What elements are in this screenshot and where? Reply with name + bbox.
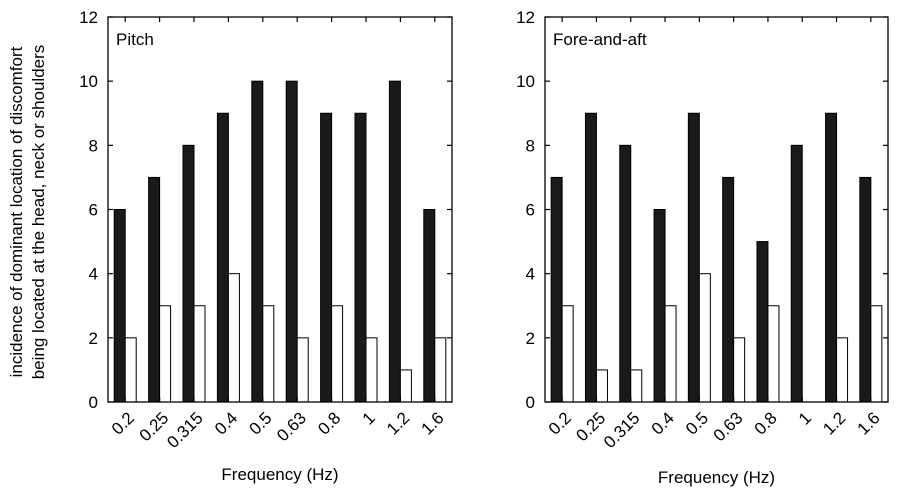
pitch-y-tick-label-2: 2 bbox=[89, 329, 98, 348]
pitch-light-bar-0-2 bbox=[124, 337, 137, 403]
fore-and-aft-x-tick-label-1-6: 1.6 bbox=[854, 408, 884, 438]
fore-and-aft-x-tick-label-0-2: 0.2 bbox=[545, 408, 575, 438]
pitch-dark-bar-0-4 bbox=[216, 112, 229, 403]
fore-and-aft-dark-bar-0-8 bbox=[756, 241, 769, 403]
pitch-light-bar-0-5 bbox=[262, 305, 275, 403]
fore-and-aft-x-tick-label-1-2: 1.2 bbox=[819, 408, 849, 438]
pitch-light-bar-1 bbox=[365, 337, 378, 403]
pitch-light-bar-0-4 bbox=[227, 273, 240, 403]
fore-and-aft-x-tick-label-0-63: 0.63 bbox=[710, 408, 747, 445]
fore-and-aft-light-bar-0-2 bbox=[561, 305, 574, 403]
pitch-dark-bar-1-2 bbox=[388, 80, 401, 403]
pitch-x-tick-label-1-2: 1.2 bbox=[383, 408, 413, 438]
fore-and-aft-light-bar-0-25 bbox=[595, 369, 608, 403]
pitch-light-bar-0-25 bbox=[159, 305, 172, 403]
fore-and-aft-light-bar-0-5 bbox=[698, 273, 711, 403]
fore-and-aft-light-bar-1-6 bbox=[870, 305, 883, 403]
pitch-y-tick-label-0: 0 bbox=[89, 393, 98, 412]
pitch-dark-bar-0-2 bbox=[113, 209, 126, 403]
fore-and-aft-x-tick-label-0-4: 0.4 bbox=[648, 408, 678, 438]
pitch-x-tick-label-0-315: 0.315 bbox=[163, 408, 207, 452]
pitch-x-tick-label-0-2: 0.2 bbox=[108, 408, 138, 438]
fore-and-aft-dark-bar-1-6 bbox=[859, 176, 872, 403]
pitch-dark-bar-1-6 bbox=[423, 209, 436, 403]
fore-and-aft-light-bar-0-8 bbox=[767, 305, 780, 403]
pitch-dark-bar-0-63 bbox=[285, 80, 298, 403]
pitch-y-tick-label-6: 6 bbox=[89, 201, 98, 220]
pitch-dark-bar-1 bbox=[354, 112, 367, 403]
fore-and-aft-y-tick-label-6: 6 bbox=[526, 201, 535, 220]
fore-and-aft-x-tick-label-0-5: 0.5 bbox=[682, 408, 712, 438]
pitch-light-bar-1-2 bbox=[399, 369, 412, 403]
fore-and-aft-light-bar-0-315 bbox=[630, 369, 643, 403]
pitch-light-bar-0-315 bbox=[193, 305, 206, 403]
pitch-x-tick-label-0-4: 0.4 bbox=[211, 408, 241, 438]
pitch-x-tick-label-0-63: 0.63 bbox=[273, 408, 310, 445]
pitch-light-bar-0-63 bbox=[296, 337, 309, 403]
fore-and-aft-x-tick-label-0-8: 0.8 bbox=[751, 408, 781, 438]
pitch-x-tick-label-0-5: 0.5 bbox=[245, 408, 275, 438]
pitch-y-tick-label-10: 10 bbox=[79, 72, 98, 91]
fore-and-aft-y-tick-label-0: 0 bbox=[526, 393, 535, 412]
fore-and-aft-dark-bar-1-2 bbox=[825, 112, 838, 403]
pitch-light-bar-0-8 bbox=[331, 305, 344, 403]
pitch-x-tick-label-1-6: 1.6 bbox=[417, 408, 447, 438]
fore-and-aft-panel-label: Fore-and-aft bbox=[553, 30, 647, 49]
pitch-x-tick-label-0-8: 0.8 bbox=[314, 408, 344, 438]
fore-and-aft-dark-bar-0-63 bbox=[722, 176, 735, 403]
pitch-x-tick-label-1: 1 bbox=[359, 408, 379, 428]
fore-and-aft-dark-bar-0-25 bbox=[584, 112, 597, 403]
fore-and-aft-x-tick-label-1: 1 bbox=[795, 408, 815, 428]
y-axis-label-line-2: being located at the head, neck or shoul… bbox=[29, 45, 48, 380]
pitch-light-bar-1-6 bbox=[434, 337, 447, 403]
fore-and-aft-light-bar-1-2 bbox=[836, 337, 849, 403]
pitch-dark-bar-0-25 bbox=[148, 176, 161, 403]
pitch-dark-bar-0-5 bbox=[251, 80, 264, 403]
fore-and-aft-y-tick-label-8: 8 bbox=[526, 136, 535, 155]
fore-and-aft-y-tick-label-2: 2 bbox=[526, 329, 535, 348]
pitch-dark-bar-0-8 bbox=[320, 112, 333, 403]
fore-and-aft-y-tick-label-4: 4 bbox=[526, 265, 535, 284]
fore-and-aft-dark-bar-0-5 bbox=[687, 112, 700, 403]
pitch-dark-bar-0-315 bbox=[182, 144, 195, 403]
y-axis-label-line-1: incidence of dominant location of discom… bbox=[7, 46, 26, 377]
fore-and-aft-x-axis-title: Frequency (Hz) bbox=[658, 468, 775, 487]
fore-and-aft-y-tick-label-12: 12 bbox=[516, 8, 535, 27]
fore-and-aft-dark-bar-1 bbox=[790, 144, 803, 403]
fore-and-aft-y-tick-label-10: 10 bbox=[516, 72, 535, 91]
fore-and-aft-x-tick-label-0-315: 0.315 bbox=[600, 408, 644, 452]
fore-and-aft-dark-bar-0-2 bbox=[550, 176, 563, 403]
pitch-x-axis-title: Frequency (Hz) bbox=[221, 465, 338, 484]
fore-and-aft-light-bar-0-4 bbox=[664, 305, 677, 403]
pitch-y-tick-label-12: 12 bbox=[79, 8, 98, 27]
pitch-y-tick-label-4: 4 bbox=[89, 265, 98, 284]
y-axis-label: incidence of dominant location of discom… bbox=[7, 45, 48, 380]
pitch-panel-label: Pitch bbox=[116, 30, 154, 49]
fore-and-aft-dark-bar-0-4 bbox=[653, 209, 666, 403]
fore-and-aft-dark-bar-0-315 bbox=[619, 144, 632, 403]
pitch-y-tick-label-8: 8 bbox=[89, 136, 98, 155]
fore-and-aft-light-bar-0-63 bbox=[733, 337, 746, 403]
